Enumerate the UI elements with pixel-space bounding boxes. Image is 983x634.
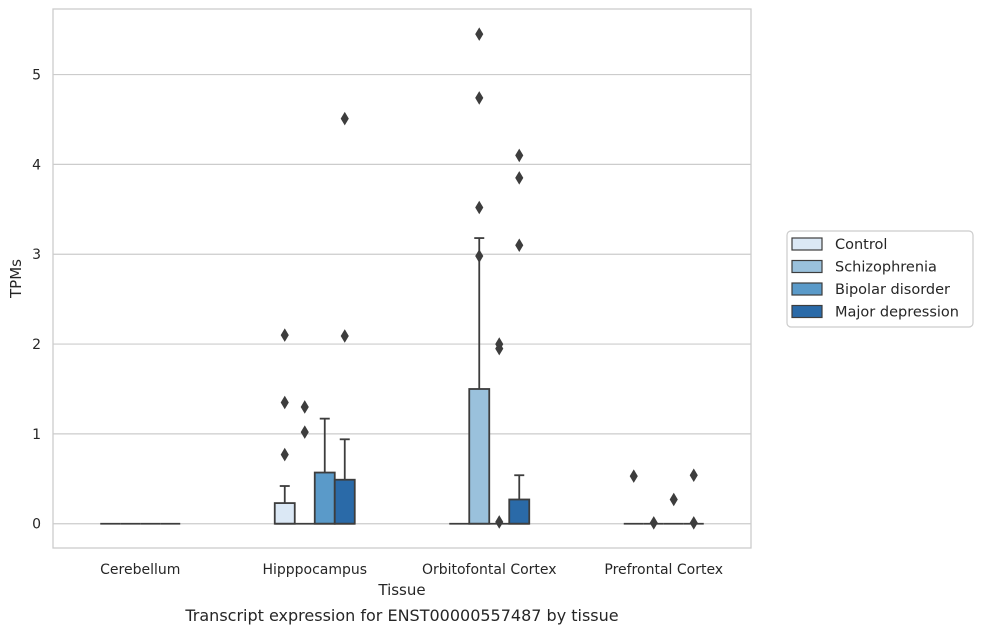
legend-label: Bipolar disorder: [835, 282, 950, 298]
box-bipolar-disorder: [663, 492, 684, 525]
x-tick-label: Hipppocampus: [262, 562, 367, 578]
y-axis-label: TPMs: [7, 259, 25, 299]
y-tick-label: 3: [32, 247, 41, 263]
box-major-depression: [333, 111, 356, 525]
box-schizophrenia: [294, 400, 315, 525]
outlier-point: [515, 238, 524, 253]
box-schizophrenia: [468, 27, 491, 525]
outlier-point: [689, 468, 698, 483]
plot-frame: [52, 8, 752, 549]
box-bipolar-disorder: [489, 337, 510, 529]
outlier-point: [300, 400, 309, 414]
outlier-point: [300, 425, 309, 439]
chart-caption: Transcript expression for ENST0000055748…: [184, 606, 618, 625]
outlier-point: [340, 329, 349, 343]
legend-swatch: [791, 282, 823, 296]
outlier-point: [495, 337, 504, 351]
legend-item: Bipolar disorder: [791, 282, 950, 298]
box-body: [508, 498, 531, 525]
box-body: [313, 471, 336, 525]
legend-label: Major depression: [835, 305, 959, 321]
axis-ticks: 0 1 2 3 4 5 Cerebellum Hipppocampus Orbitofontal…: [32, 68, 723, 578]
y-tick-label: 2: [32, 337, 41, 353]
outlier-point: [689, 516, 698, 530]
outlier-point: [340, 111, 349, 126]
box-body: [468, 388, 491, 525]
box-body: [273, 502, 296, 525]
legend-item: Schizophrenia: [791, 259, 937, 276]
legend-swatch: [791, 237, 823, 251]
outlier-point: [515, 171, 524, 185]
outlier-point: [475, 249, 484, 263]
outlier-point: [669, 492, 678, 507]
outlier-point: [280, 328, 289, 342]
legend-swatch: [791, 304, 823, 319]
y-tick-label: 0: [32, 517, 41, 533]
outlier-point: [280, 447, 289, 462]
outlier-point: [475, 91, 484, 105]
outlier-point: [280, 395, 289, 410]
x-tick-label: Prefrontal Cortex: [604, 562, 723, 578]
outlier-point: [629, 469, 638, 483]
y-tick-label: 5: [32, 68, 41, 84]
box-control: [273, 328, 296, 525]
x-axis-label: Tissue: [377, 581, 425, 599]
legend-label: Schizophrenia: [835, 260, 937, 276]
outlier-point: [515, 148, 524, 163]
legend-label: Control: [835, 237, 887, 253]
box-major-depression: [508, 148, 531, 525]
x-tick-label: Cerebellum: [100, 562, 180, 578]
legend-box: [786, 230, 974, 328]
outlier-point: [649, 516, 658, 530]
box-control: [623, 469, 644, 525]
outlier-point: [495, 515, 504, 529]
box-plot-groups: [100, 27, 704, 530]
outlier-point: [475, 200, 484, 215]
y-tick-label: 1: [32, 427, 41, 443]
box-schizophrenia: [643, 516, 664, 530]
legend: Control Schizophrenia Bipolar disorder Majo…: [786, 230, 974, 328]
x-tick-label: Orbitofontal Cortex: [422, 562, 557, 578]
outlier-point: [475, 27, 484, 41]
y-tick-label: 4: [32, 157, 41, 173]
legend-item: Control: [791, 237, 887, 253]
box-body: [333, 478, 356, 525]
legend-swatch: [791, 259, 823, 274]
legend-item: Major depression: [791, 304, 959, 321]
box-major-depression: [683, 468, 704, 530]
grid-lines: [53, 73, 751, 525]
